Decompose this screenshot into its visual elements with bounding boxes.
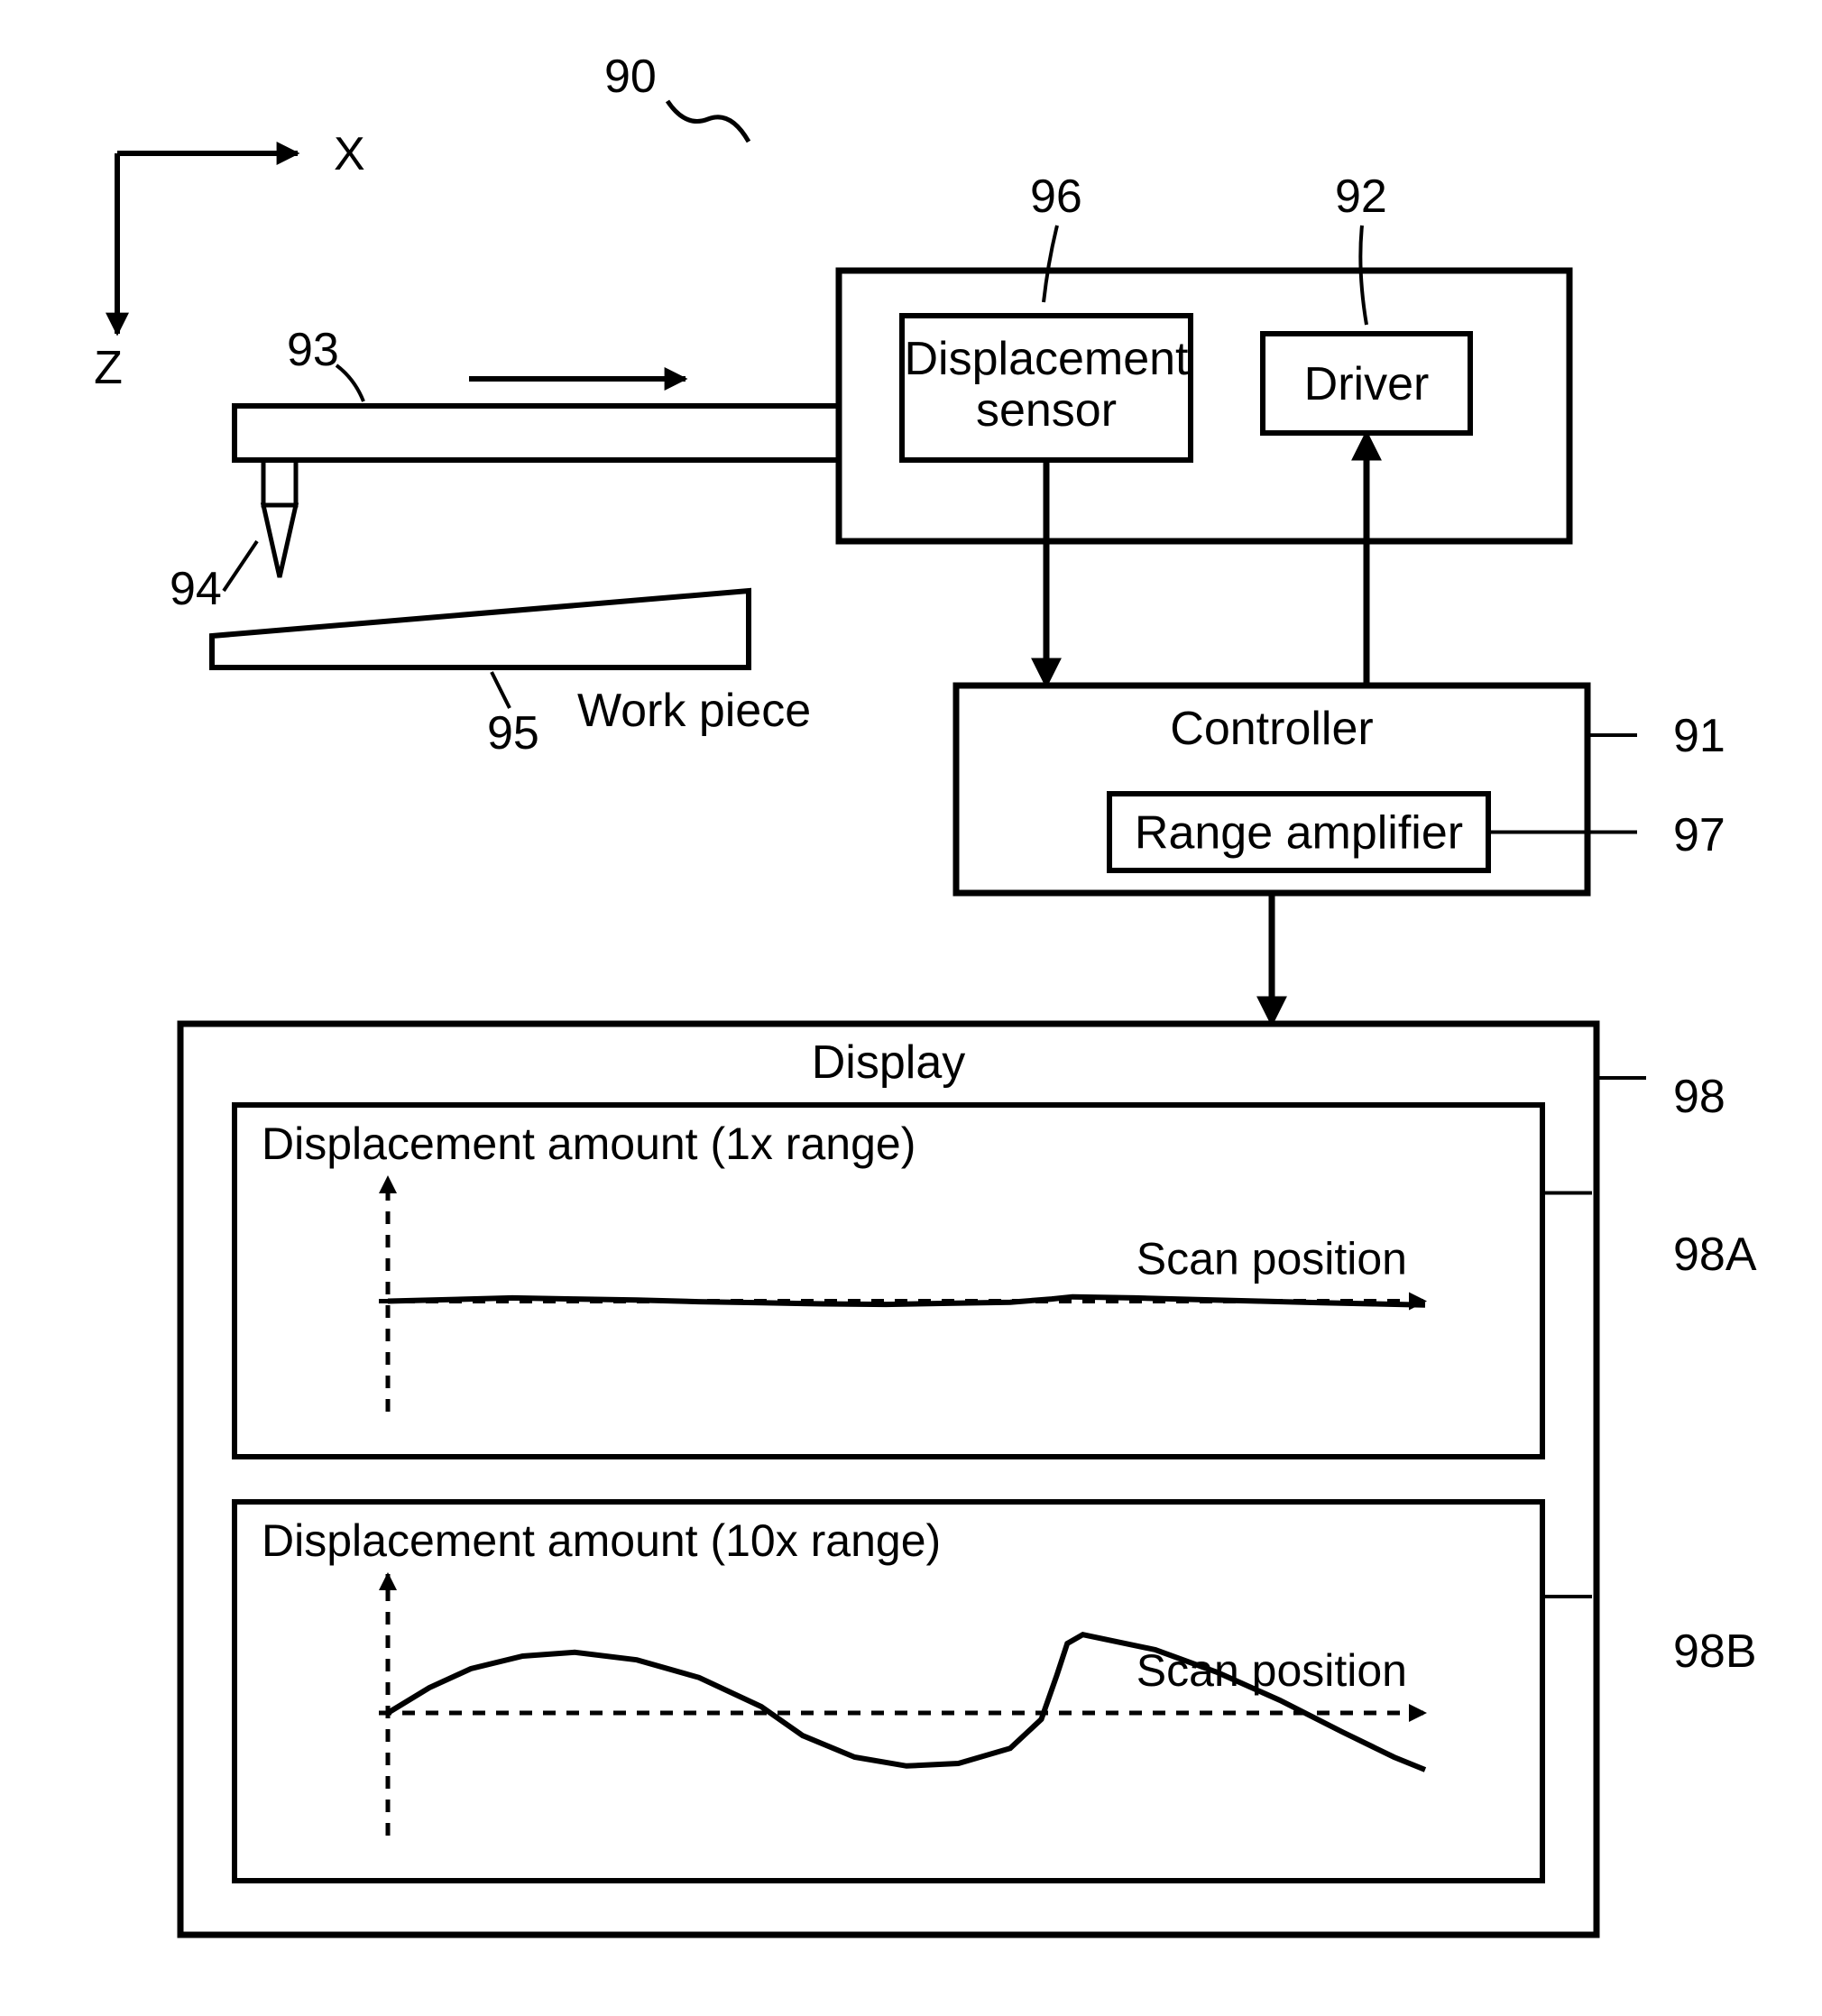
ref-96: 96 [1030,170,1082,223]
display-label: Display [812,1036,966,1089]
ref-90: 90 [604,51,657,103]
panel-b-x-axis-label: Scan position [1136,1645,1407,1696]
ref-95-tail [492,672,510,708]
ref-95: 95 [487,707,539,759]
panel-b-ref: 98B [1673,1625,1757,1678]
panel-b-title: Displacement amount (10x range) [262,1515,941,1566]
range-amplifier-label: Range amplifier [1135,807,1463,860]
ref-93: 93 [287,324,339,376]
enclosure-box [839,271,1569,541]
arm-box [235,406,839,460]
ref-90-tail [667,101,749,142]
panel-a-ref: 98A [1673,1229,1757,1281]
ref-96-tail [1044,226,1057,302]
ref-92: 92 [1335,170,1387,223]
ref-97: 97 [1673,809,1725,861]
ref-94-tail [224,541,257,591]
axis-x-label: X [334,128,365,180]
controller-label: Controller [1170,703,1373,755]
displacement-sensor-label: Displacementsensor [904,333,1189,437]
panel-a-title: Displacement amount (1x range) [262,1118,916,1169]
stylus-shaft [263,460,296,505]
workpiece-label: Work piece [577,685,811,737]
ref-93-tail [336,365,363,401]
ref-98: 98 [1673,1071,1725,1123]
ref-94: 94 [170,563,222,615]
ref-91: 91 [1673,710,1725,762]
panel-a-x-axis-label: Scan position [1136,1234,1407,1284]
axis-z-label: Z [94,342,123,394]
driver-label: Driver [1304,358,1430,410]
ref-92-tail [1360,226,1366,325]
stylus-tip [263,505,296,577]
workpiece-shape [212,591,749,667]
